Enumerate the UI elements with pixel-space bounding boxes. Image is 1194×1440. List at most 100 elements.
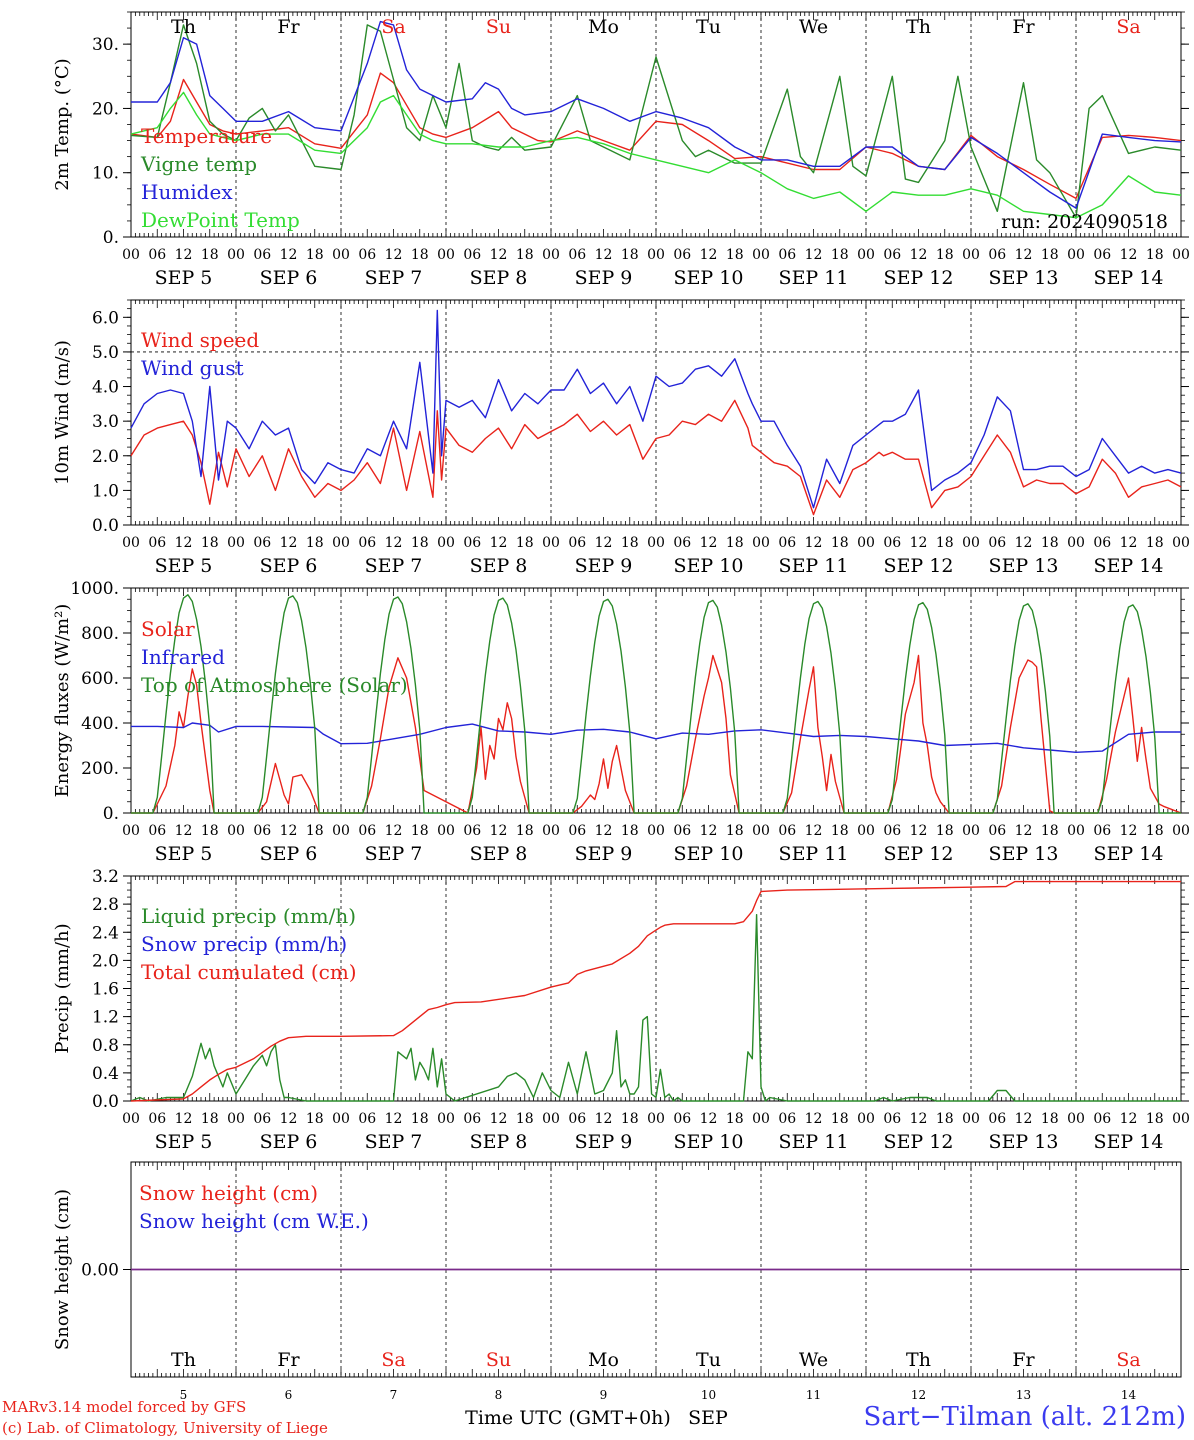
hour-tick-label: 12: [385, 535, 403, 551]
legend-entry: Solar: [141, 617, 195, 641]
hour-tick-label: 12: [175, 535, 193, 551]
series-line: [130, 309, 1182, 509]
date-label: SEP 13: [989, 843, 1059, 865]
hour-tick-label: 00: [857, 535, 875, 551]
hour-tick-label: 00: [1172, 1111, 1190, 1127]
hour-tick-label: 06: [148, 1111, 166, 1127]
hour-tick-label: 00: [1067, 823, 1085, 839]
hour-tick-label: 06: [988, 535, 1006, 551]
day-name-label: Th: [171, 16, 196, 38]
hour-tick-label: 18: [411, 247, 429, 263]
hour-tick-label: 06: [1093, 247, 1111, 263]
day-name-label: Sa: [381, 16, 405, 38]
hour-tick-label: 18: [726, 535, 744, 551]
day-number-label: 11: [806, 1388, 821, 1402]
y-tick-label: 2.0: [92, 951, 119, 971]
hour-tick-label: 00: [857, 1111, 875, 1127]
plot-frame: [130, 299, 1182, 526]
panel-2: 0.0 1.0 2.0 3.0 4.0 5.0 6.0 10m Wind (m/s) Wind …: [52, 299, 1190, 577]
date-label: SEP 7: [365, 1131, 423, 1153]
hour-tick-label: 06: [463, 535, 481, 551]
series-line: [130, 72, 1182, 200]
hour-tick-label: 06: [673, 247, 691, 263]
date-label: SEP 10: [674, 1131, 744, 1153]
hour-tick-label: 00: [1067, 535, 1085, 551]
hour-tick-label: 12: [175, 823, 193, 839]
y-tick-label: 3.0: [92, 412, 119, 432]
date-label: SEP 7: [365, 267, 423, 289]
lab-credit: (c) Lab. of Climatology, University of L…: [2, 1419, 328, 1437]
hour-tick-label: 18: [1041, 247, 1059, 263]
day-name-label: Fr: [277, 1349, 300, 1371]
hour-tick-label: 12: [595, 535, 613, 551]
hour-tick-label: 12: [385, 247, 403, 263]
date-label: SEP 14: [1094, 555, 1164, 577]
hour-tick-label: 00: [227, 1111, 245, 1127]
hour-tick-label: 12: [700, 535, 718, 551]
hour-tick-label: 18: [726, 247, 744, 263]
date-label: SEP 8: [470, 555, 528, 577]
y-tick-label: 30.: [92, 35, 119, 55]
day-name-label: Th: [906, 1349, 931, 1371]
hour-tick-label: 18: [726, 823, 744, 839]
day-number-label: 5: [180, 1388, 188, 1402]
hour-tick-label: 06: [673, 535, 691, 551]
legend-entry: Temperature: [141, 124, 272, 148]
day-name-label: Su: [486, 16, 511, 38]
hour-tick-label: 00: [542, 823, 560, 839]
hour-tick-label: 06: [778, 247, 796, 263]
hour-tick-label: 18: [411, 535, 429, 551]
day-number-label: 6: [285, 1388, 293, 1402]
date-label: SEP 9: [575, 843, 633, 865]
hour-tick-label: 18: [516, 247, 534, 263]
hour-tick-label: 12: [175, 1111, 193, 1127]
hour-tick-label: 00: [752, 1111, 770, 1127]
date-label: SEP 6: [260, 555, 318, 577]
hour-tick-label: 00: [752, 247, 770, 263]
day-number-label: 9: [600, 1388, 608, 1402]
hour-tick-label: 06: [463, 823, 481, 839]
legend-entry: Infrared: [141, 645, 225, 669]
legend-entry: Liquid precip (mm/h): [141, 904, 356, 928]
hour-tick-label: 00: [227, 247, 245, 263]
hour-tick-label: 18: [201, 535, 219, 551]
date-label: SEP 13: [989, 267, 1059, 289]
hour-tick-label: 00: [962, 535, 980, 551]
x-axis-label: Time UTC (GMT+0h): [465, 1407, 671, 1429]
y-tick-label: 0.4: [92, 1064, 119, 1084]
day-name-label: Fr: [277, 16, 300, 38]
hour-tick-label: 06: [463, 1111, 481, 1127]
hour-tick-label: 18: [621, 823, 639, 839]
day-name-label: Th: [906, 16, 931, 38]
series-line: [131, 594, 1181, 814]
hour-tick-label: 00: [122, 535, 140, 551]
hour-tick-label: 00: [332, 247, 350, 263]
hour-tick-label: 12: [595, 247, 613, 263]
hour-tick-label: 18: [306, 247, 324, 263]
day-name-label: Tu: [696, 1349, 721, 1371]
y-tick-label: 6.0: [92, 308, 119, 328]
hour-tick-label: 18: [201, 247, 219, 263]
hour-tick-label: 12: [490, 247, 508, 263]
hour-tick-label: 00: [752, 535, 770, 551]
hour-tick-label: 18: [831, 535, 849, 551]
hour-tick-label: 18: [831, 247, 849, 263]
hour-tick-label: 00: [122, 823, 140, 839]
date-label: SEP 10: [674, 843, 744, 865]
y-tick-label: 5.0: [92, 343, 119, 363]
hour-tick-label: 18: [1146, 247, 1164, 263]
hour-tick-label: 12: [280, 535, 298, 551]
hour-tick-label: 06: [253, 1111, 271, 1127]
date-label: SEP 14: [1094, 843, 1164, 865]
hour-tick-label: 18: [411, 1111, 429, 1127]
date-label: SEP 8: [470, 843, 528, 865]
hour-tick-label: 00: [1172, 823, 1190, 839]
hour-tick-label: 18: [621, 1111, 639, 1127]
hour-tick-label: 06: [883, 823, 901, 839]
hour-tick-label: 18: [936, 823, 954, 839]
y-tick-label: 1.2: [92, 1008, 119, 1028]
hour-tick-label: 18: [726, 1111, 744, 1127]
date-label: SEP 12: [884, 267, 954, 289]
y-tick-label: 1.0: [92, 481, 119, 501]
hour-tick-label: 18: [516, 1111, 534, 1127]
